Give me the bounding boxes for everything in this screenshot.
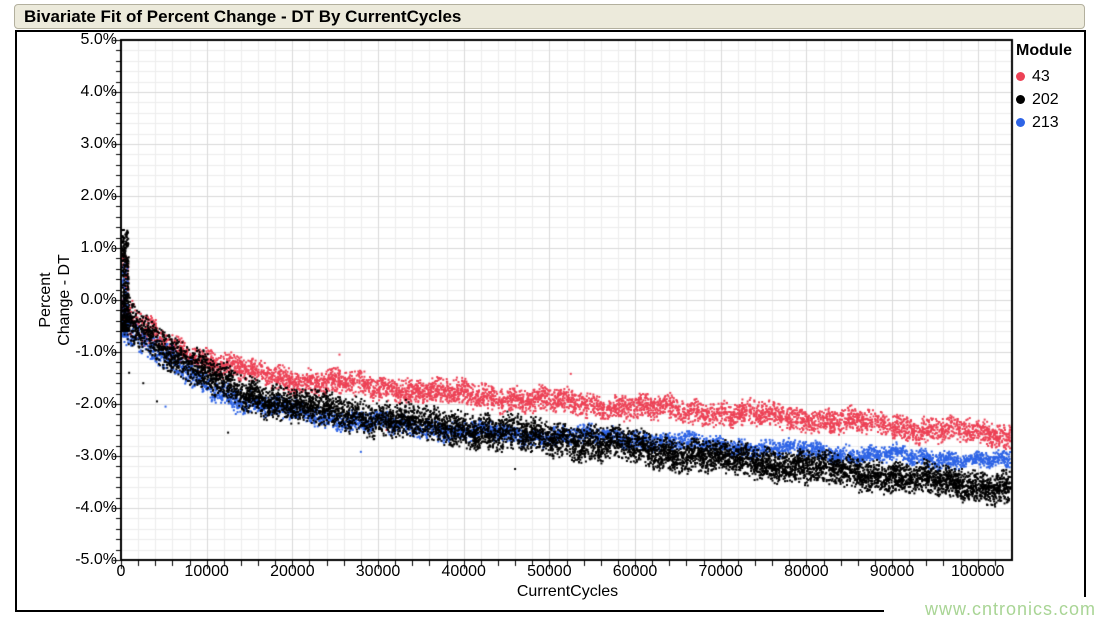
legend-label: 213	[1032, 113, 1059, 131]
y-tick-label: -5.0%	[75, 551, 117, 568]
report-title-bar[interactable]: Bivariate Fit of Percent Change - DT By …	[14, 4, 1085, 29]
y-tick-label: -4.0%	[75, 499, 117, 516]
y-tick-label: -2.0%	[75, 395, 117, 412]
y-tick-label: -3.0%	[75, 447, 117, 464]
y-tick-label: 5.0%	[80, 31, 117, 48]
legend-title: Module	[1016, 42, 1072, 59]
y-tick-label: 1.0%	[80, 239, 117, 256]
legend-marker-43	[1016, 72, 1025, 81]
x-tick-label: 30000	[355, 563, 401, 580]
y-axis-title-line2: Change - DT	[56, 254, 73, 346]
report-title: Bivariate Fit of Percent Change - DT By …	[24, 6, 462, 26]
y-tick-label: 4.0%	[80, 83, 117, 100]
x-tick-label: 70000	[698, 563, 743, 580]
legend-items: 43 202 213	[1016, 65, 1088, 134]
y-tick-label: 3.0%	[80, 135, 117, 152]
y-tick-label: 0.0%	[80, 291, 117, 308]
x-tick-label: 60000	[612, 563, 658, 580]
legend-item-202[interactable]: 202	[1016, 88, 1088, 111]
x-tick-label: 50000	[527, 563, 572, 580]
legend-marker-202	[1016, 95, 1025, 104]
y-axis-title-line1: Percent	[37, 272, 54, 328]
x-axis-title: CurrentCycles	[516, 583, 619, 600]
legend-item-213[interactable]: 213	[1016, 111, 1088, 134]
x-tick-label: 40000	[441, 563, 486, 580]
watermark: www.cntronics.com	[884, 597, 1096, 621]
legend-label: 202	[1032, 90, 1059, 108]
legend-label: 43	[1032, 67, 1050, 85]
x-tick-label: 10000	[184, 563, 229, 580]
legend-item-43[interactable]: 43	[1016, 65, 1088, 88]
y-tick-label: -1.0%	[75, 343, 117, 360]
legend: Module 43 202 213	[1016, 42, 1088, 134]
x-tick-label: 100000	[951, 563, 1005, 580]
y-tick-label: 2.0%	[80, 187, 117, 204]
y-axis-title: Percent Change - DT	[36, 215, 74, 385]
x-tick-label: 0	[116, 563, 126, 580]
x-tick-label: 20000	[270, 563, 315, 580]
x-tick-label: 80000	[784, 563, 829, 580]
x-tick-label: 90000	[869, 563, 915, 580]
legend-marker-213	[1016, 118, 1025, 127]
scatter-plot-canvas[interactable]	[106, 35, 1017, 577]
